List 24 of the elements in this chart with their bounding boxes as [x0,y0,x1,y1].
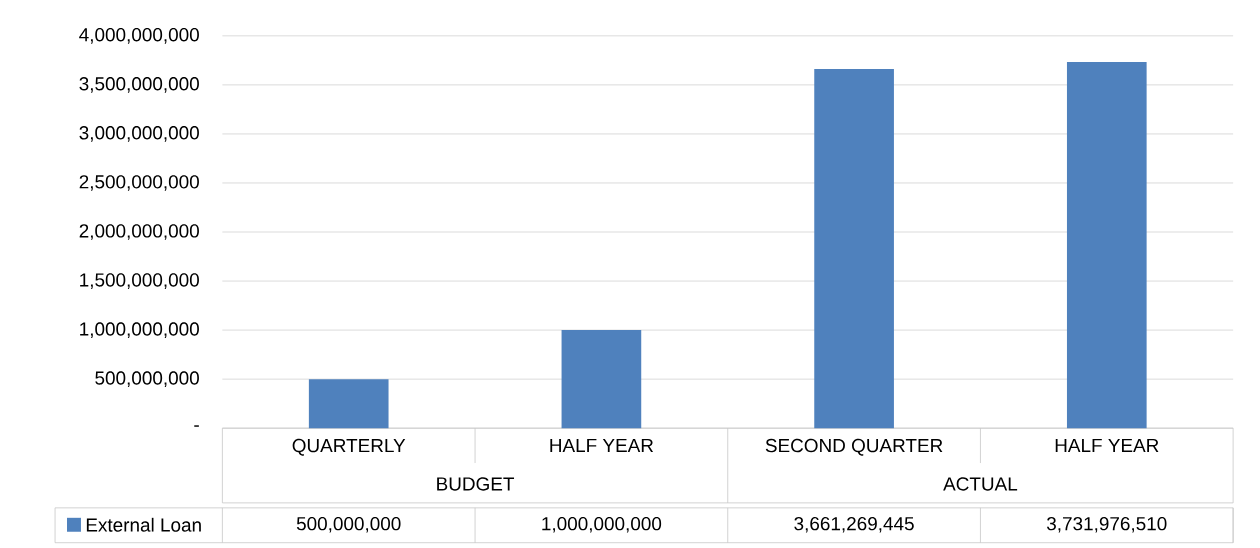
y-tick-label: 3,000,000,000 [79,126,199,142]
y-tick-label: 4,000,000,000 [79,28,199,44]
data-label: 500,000,000 [296,517,401,533]
data-label: 1,000,000,000 [542,517,662,533]
text: ACTUAL [943,477,1018,491]
x-tick-label: QUARTERLY [292,439,406,456]
y-tick-label: 500,000,000 [95,371,199,388]
x-tick-label: SECOND QUARTER [765,439,943,456]
y-tick-label: 2,500,000,000 [79,175,199,191]
y-tick-label: 3,500,000,000 [79,77,199,93]
data-label: 3,661,269,445 [794,517,914,533]
y-tick-label: 1,000,000,000 [80,322,199,339]
x-tick-label: HALF YEAR [1055,439,1159,453]
y-tick-label: 1,500,000,000 [80,273,199,290]
y-tick-label: - [194,425,199,427]
legend-label: External Loan [86,517,201,532]
bar [308,379,389,429]
bar [561,330,642,429]
bar [1066,62,1147,429]
bar [814,69,894,429]
x-tick-label: HALF YEAR [550,439,654,453]
data-label: 3,731,976,510 [1046,517,1167,533]
text: BUDGET [437,477,515,491]
y-tick-label: 2,000,000,000 [79,224,199,240]
